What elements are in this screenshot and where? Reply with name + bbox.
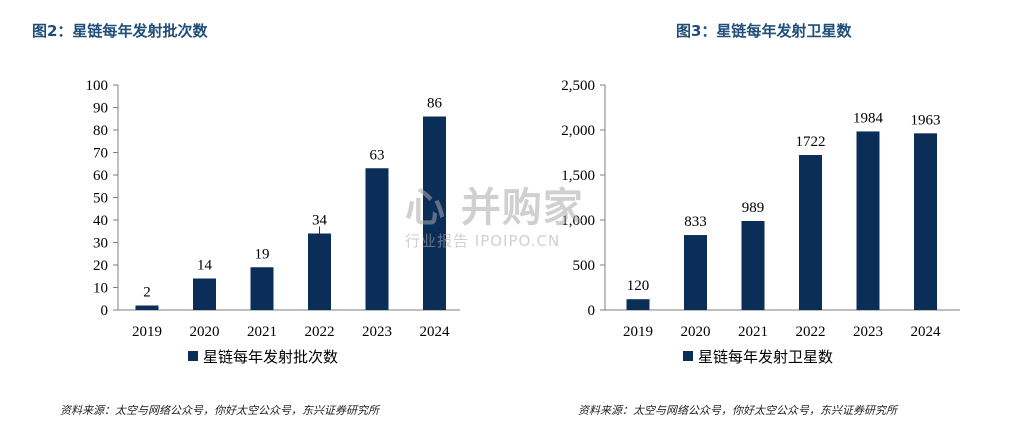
chart-title-launches: 图2：星链每年发射批次数 bbox=[32, 22, 208, 40]
bar bbox=[684, 235, 707, 310]
bar bbox=[741, 220, 765, 310]
data-label: 86 bbox=[427, 96, 443, 112]
data-label: 1722 bbox=[796, 134, 826, 150]
bar bbox=[193, 278, 216, 310]
legend-label: 星链每年发射卫星数 bbox=[698, 348, 833, 366]
data-label: 2 bbox=[143, 285, 151, 301]
bar bbox=[365, 168, 389, 310]
satellites-launched-chart: 0 500 1,000 1,500 2,000 2,500 120 2019 833 2020 98… bbox=[561, 78, 960, 366]
legend-label: 星链每年发射批次数 bbox=[203, 348, 338, 366]
data-label: 120 bbox=[627, 278, 650, 294]
y-tick-label: 2,000 bbox=[561, 123, 595, 139]
y-tick-label: 2,500 bbox=[561, 78, 595, 94]
bar bbox=[423, 116, 446, 310]
x-tick-label: 2020 bbox=[190, 324, 220, 340]
y-tick-label: 90 bbox=[93, 101, 108, 117]
bar bbox=[914, 133, 937, 310]
x-tick-label: 2019 bbox=[623, 324, 653, 340]
y-tick-label: 500 bbox=[573, 258, 596, 274]
x-tick-label: 2021 bbox=[738, 324, 768, 340]
source-note-right: 资料来源：太空与网络公众号，你好太空公众号，东兴证券研究所 bbox=[578, 404, 897, 417]
y-tick-label: 10 bbox=[93, 281, 108, 297]
data-label: 1984 bbox=[853, 110, 884, 126]
bar bbox=[799, 155, 822, 310]
data-label: 989 bbox=[742, 200, 765, 216]
x-tick-label: 2022 bbox=[796, 324, 826, 340]
bar bbox=[135, 305, 159, 310]
data-label: 14 bbox=[197, 258, 213, 274]
launch-batches-chart: 0 10 20 30 40 50 60 70 80 90 100 2 2019 14 2020 19 2021 3… bbox=[86, 78, 460, 366]
y-tick-label: 0 bbox=[101, 303, 109, 319]
y-tick-label: 100 bbox=[86, 78, 109, 94]
y-tick-label: 0 bbox=[588, 303, 596, 319]
x-tick-label: 2021 bbox=[247, 324, 277, 340]
y-tick-label: 80 bbox=[93, 123, 108, 139]
x-tick-label: 2023 bbox=[853, 324, 883, 340]
bar bbox=[856, 131, 880, 310]
source-note-left: 资料来源：太空与网络公众号，你好太空公众号，东兴证券研究所 bbox=[60, 404, 379, 417]
y-tick-label: 30 bbox=[93, 236, 108, 252]
y-tick-label: 50 bbox=[93, 191, 108, 207]
x-tick-label: 2022 bbox=[305, 324, 335, 340]
legend-swatch bbox=[683, 351, 693, 361]
y-tick-label: 20 bbox=[93, 258, 108, 274]
data-label: 1963 bbox=[911, 112, 941, 128]
chart-title-satellites: 图3：星链每年发射卫星数 bbox=[676, 22, 852, 40]
y-tick-label: 60 bbox=[93, 168, 108, 184]
y-tick-label: 1,000 bbox=[561, 213, 595, 229]
y-tick-label: 70 bbox=[93, 146, 108, 162]
legend-swatch bbox=[188, 351, 198, 361]
y-tick-label: 1,500 bbox=[561, 168, 595, 184]
x-tick-label: 2024 bbox=[420, 324, 451, 340]
y-tick-label: 40 bbox=[93, 213, 108, 229]
data-label: 833 bbox=[684, 214, 707, 230]
bar bbox=[308, 233, 331, 310]
data-label: 19 bbox=[255, 246, 270, 262]
bar bbox=[626, 299, 650, 310]
x-tick-label: 2019 bbox=[132, 324, 162, 340]
x-tick-label: 2023 bbox=[362, 324, 392, 340]
data-label: 63 bbox=[370, 147, 385, 163]
x-tick-label: 2020 bbox=[681, 324, 711, 340]
x-tick-label: 2024 bbox=[911, 324, 942, 340]
data-label: 34 bbox=[312, 213, 328, 229]
bar bbox=[250, 267, 274, 310]
